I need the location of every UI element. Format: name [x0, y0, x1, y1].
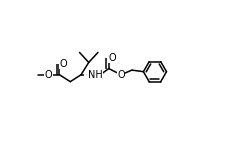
Text: O: O — [109, 53, 116, 63]
Text: O: O — [45, 70, 53, 80]
Text: NH: NH — [87, 70, 102, 80]
Text: O: O — [117, 70, 125, 80]
Text: O: O — [59, 59, 67, 69]
